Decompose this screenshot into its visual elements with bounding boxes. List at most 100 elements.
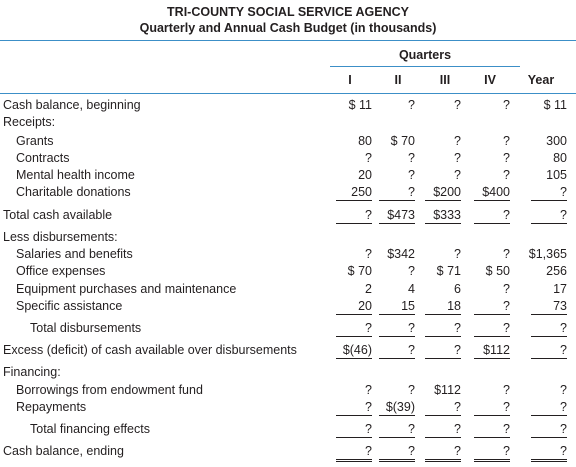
row-label: Cash balance, ending: [3, 444, 124, 458]
underline: [336, 459, 372, 460]
cell: ?: [365, 321, 372, 335]
underline: [336, 200, 372, 201]
group-label: Quarters: [398, 48, 452, 62]
cell: $ 70: [390, 134, 415, 148]
cell: 18: [447, 299, 461, 313]
underline: [474, 358, 510, 359]
underline: [425, 459, 461, 460]
cell: $ 11: [348, 98, 372, 112]
cell: 2: [365, 282, 372, 296]
cell: $400: [482, 185, 510, 199]
cell: 4: [408, 282, 415, 296]
cell: ?: [408, 321, 415, 335]
cell: ?: [560, 400, 567, 414]
underline: [379, 223, 415, 224]
underline: [425, 223, 461, 224]
cell: ?: [503, 98, 510, 112]
cell: 80: [553, 151, 567, 165]
row-label: Less disbursements:: [3, 230, 118, 244]
cell: 105: [546, 168, 567, 182]
cell: ?: [408, 185, 415, 199]
cell: ?: [560, 321, 567, 335]
underline: [474, 336, 510, 337]
cell: ?: [365, 422, 372, 436]
underline: [336, 437, 372, 438]
row-label: Office expenses: [16, 264, 106, 278]
row-label: Total disbursements: [30, 321, 142, 335]
underline: [336, 461, 372, 462]
row-label: Specific assistance: [16, 299, 123, 313]
underline: [379, 336, 415, 337]
row-label: Financing:: [3, 365, 61, 379]
title: TRI-COUNTY SOCIAL SERVICE AGENCY: [167, 5, 409, 19]
underline: [531, 461, 567, 462]
cell: $112: [483, 343, 510, 357]
cell: ?: [560, 422, 567, 436]
cell: ?: [503, 321, 510, 335]
cell: 250: [351, 185, 372, 199]
cell: ?: [454, 321, 461, 335]
underline: [379, 314, 415, 315]
underline: [531, 358, 567, 359]
cell: 20: [358, 168, 372, 182]
row-label: Salaries and benefits: [16, 247, 133, 261]
underline: [336, 223, 372, 224]
underline: [531, 223, 567, 224]
cell: $ 11: [543, 98, 567, 112]
column-header: III: [439, 73, 451, 87]
row-label: Charitable donations: [16, 185, 131, 199]
cell: ?: [408, 383, 415, 397]
row-label: Borrowings from endowment fund: [16, 383, 203, 397]
cell: ?: [365, 208, 372, 222]
underline: [336, 358, 372, 359]
underline: [474, 461, 510, 462]
cell: ?: [454, 98, 461, 112]
row-label: Receipts:: [3, 115, 56, 129]
cell: 20: [358, 299, 372, 313]
row-label: Mental health income: [16, 168, 135, 182]
row-label: Equipment purchases and maintenance: [16, 282, 237, 296]
cell: ?: [408, 343, 415, 357]
cell: 80: [358, 134, 372, 148]
row-label: Grants: [16, 134, 54, 148]
cell: ?: [408, 264, 415, 278]
cell: ?: [454, 422, 461, 436]
cell: $112: [434, 383, 461, 397]
row-label: Repayments: [16, 400, 87, 414]
cell: $ 70: [347, 264, 372, 278]
cell: ?: [365, 400, 372, 414]
cell: ?: [560, 185, 567, 199]
underline: [474, 437, 510, 438]
cell: ?: [503, 208, 510, 222]
cell: ?: [503, 299, 510, 313]
underline: [531, 415, 567, 416]
underline: [474, 314, 510, 315]
cell: $(46): [342, 343, 372, 357]
cell: ?: [503, 444, 510, 458]
underline: [379, 459, 415, 460]
underline: [474, 415, 510, 416]
underline: [531, 314, 567, 315]
underline: [531, 336, 567, 337]
cell: ?: [503, 151, 510, 165]
cell: $ 71: [436, 264, 461, 278]
cell: $342: [387, 247, 415, 261]
cell: ?: [503, 400, 510, 414]
rule: [0, 93, 576, 94]
cell: $1,365: [528, 247, 567, 261]
underline: [531, 459, 567, 460]
underline: [336, 314, 372, 315]
cell: ?: [560, 343, 567, 357]
underline: [531, 200, 567, 201]
cell: ?: [503, 134, 510, 148]
cell: ?: [503, 168, 510, 182]
row-label: Excess (deficit) of cash available over …: [3, 343, 297, 357]
cell: ?: [503, 282, 510, 296]
cell: 73: [553, 299, 567, 313]
column-header: II: [394, 73, 402, 87]
cell: ?: [408, 151, 415, 165]
underline: [474, 459, 510, 460]
column-header: I: [348, 73, 352, 87]
cell: ?: [365, 383, 372, 397]
rule: [0, 40, 576, 41]
